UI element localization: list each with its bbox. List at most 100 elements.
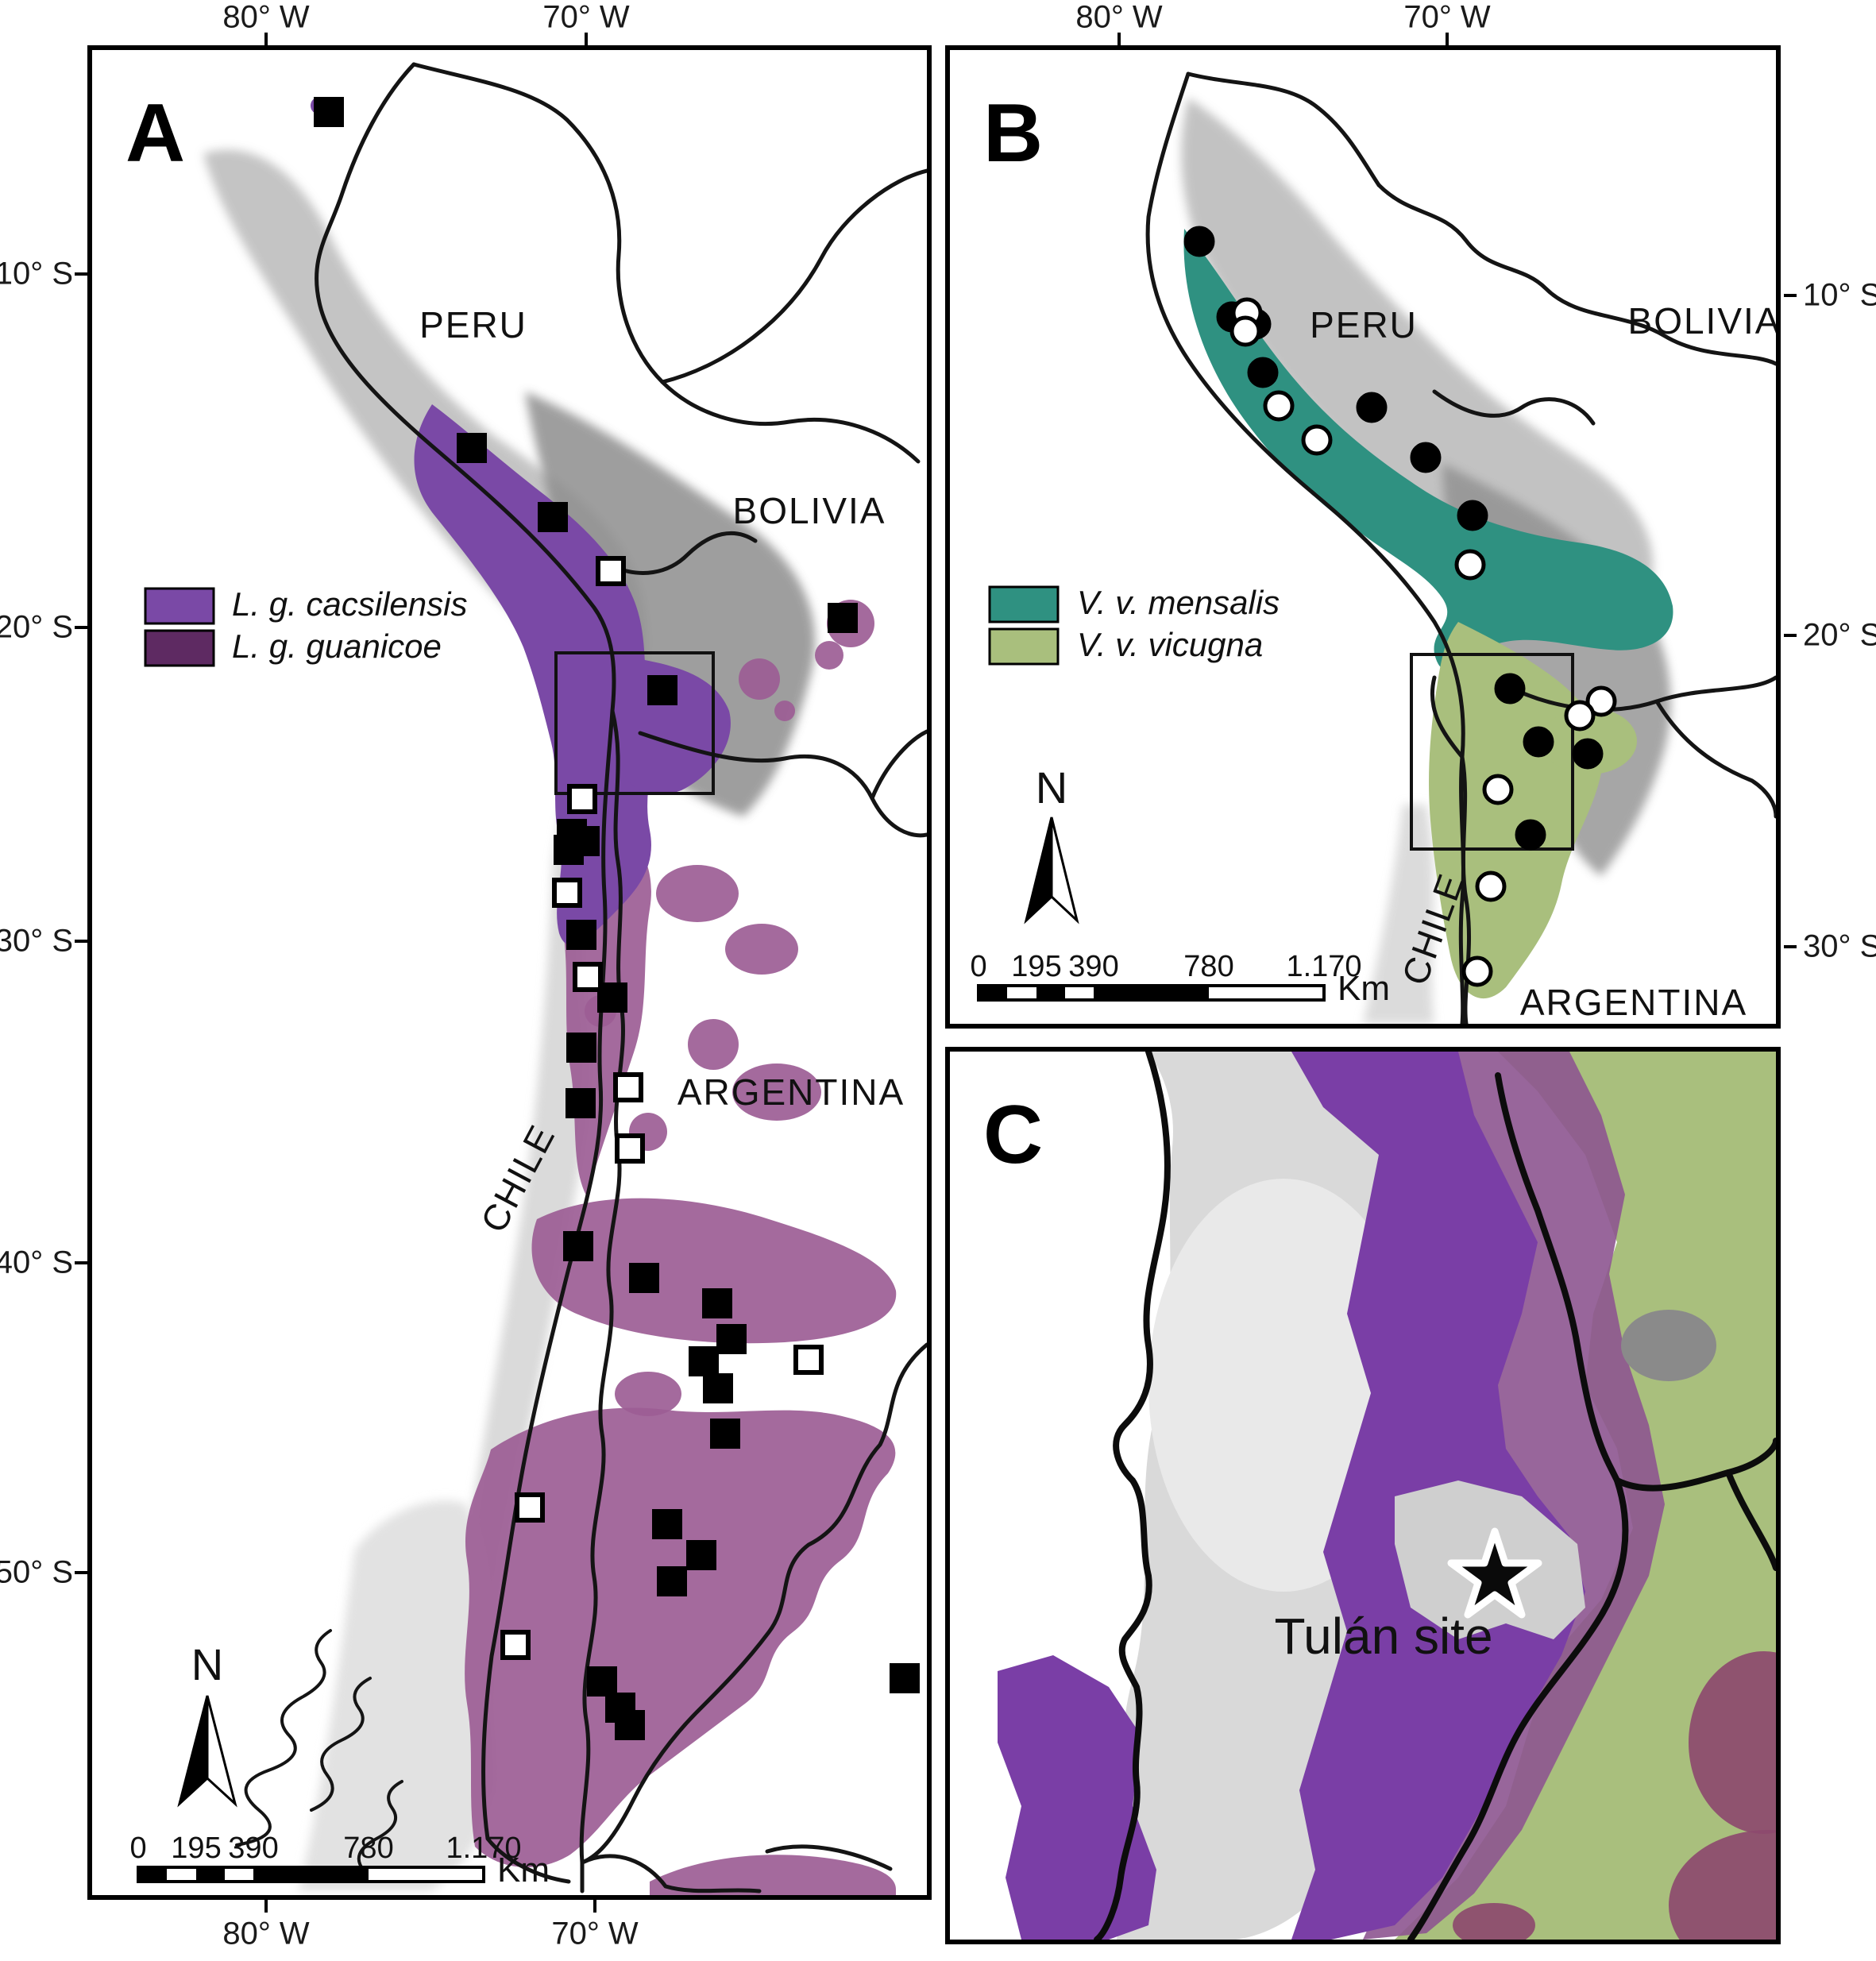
country-borders-b [1145, 71, 1776, 1024]
tick-b-top-80w: 80° W [1075, 0, 1163, 35]
tickmark [1784, 945, 1797, 948]
sample-site-square [793, 1345, 824, 1375]
sample-site-dot [1585, 685, 1617, 717]
sample-site-square [314, 97, 344, 127]
sample-site-dot [1523, 726, 1554, 758]
sample-site-square [563, 1231, 593, 1261]
sample-site-dot [1475, 870, 1507, 902]
north-label-a: N [191, 1639, 223, 1689]
legend-a: L. g. cacsilensis L. g. guanicoe [144, 585, 467, 667]
sample-site-square [554, 835, 584, 865]
sample-site-dot [1410, 442, 1442, 473]
sample-site-square [515, 1492, 545, 1523]
sample-site-dot [1263, 390, 1295, 422]
sample-site-dot [1515, 819, 1546, 851]
sample-site-square [615, 1133, 645, 1164]
scalebar-a-1170: 1.170 [446, 1832, 521, 1865]
scalebar-b-780: 780 [1183, 950, 1233, 983]
sample-site-dot [1494, 673, 1526, 704]
scalebar-b-unit: Km [1338, 969, 1390, 1008]
scalebar-a-390: 390 [228, 1832, 278, 1865]
guanaco-ancient-sample-markers [314, 97, 920, 1740]
legend-swatch-cacsilensis [144, 587, 215, 625]
legend-swatch-vicugna [988, 627, 1060, 666]
tick-a-left-50s: 50° S [0, 1554, 73, 1590]
sample-site-square [596, 556, 626, 586]
sample-site-square [629, 1263, 659, 1293]
legend-b: V. v. mensalis V. v. vicugna [988, 584, 1280, 666]
panel-c-canvas: Tulán site C [983, 1052, 1776, 1940]
tick-a-top-80w: 80° W [222, 0, 310, 35]
sample-site-square [538, 502, 568, 532]
scalebar-a-780: 780 [343, 1832, 393, 1865]
country-borders-c [1094, 1052, 1776, 1940]
sample-site-square [716, 1324, 747, 1354]
sample-site-square [702, 1288, 732, 1318]
tick-b-right-10s: 10° S [1803, 277, 1876, 313]
north-arrow-b: N [1024, 762, 1079, 925]
sample-site-dot [1482, 774, 1514, 805]
sample-site-square [686, 1540, 716, 1570]
legend-swatch-guanicoe [144, 629, 215, 667]
vicugna-white-sample-markers [1229, 297, 1617, 987]
range-guanicoe-overlap-c [1453, 1651, 1776, 1940]
sample-site-square [615, 1710, 645, 1740]
sample-site-square [587, 1666, 617, 1697]
sample-site-dot [1572, 738, 1604, 770]
tickmark [1784, 294, 1797, 297]
label-peru-b: PERU [1310, 304, 1418, 345]
legend-label-mensalis: V. v. mensalis [1077, 584, 1280, 621]
sample-site-dot [1183, 226, 1215, 257]
legend-swatch-mensalis [988, 585, 1060, 623]
sample-site-square [890, 1663, 920, 1693]
scalebar-b-1170: 1.170 [1286, 950, 1361, 983]
tick-b-top-70w: 70° W [1403, 0, 1491, 35]
sample-site-square [567, 784, 597, 814]
scalebar-b-390: 390 [1068, 950, 1118, 983]
panel-a-canvas: A PERU BOLIVIA ARGENTINA CHILE L. g. cac… [125, 62, 927, 1895]
range-cacsilensis-c-southwest [998, 1655, 1156, 1940]
sample-site-dot [1247, 357, 1279, 388]
tickmark [264, 33, 268, 45]
tick-b-right-30s: 30° S [1803, 928, 1876, 964]
sample-site-square [710, 1419, 740, 1449]
panel-c-tulan-inset-map: Tulán site C [945, 1047, 1781, 1944]
north-arrow-a: N [177, 1639, 237, 1808]
tick-a-left-30s: 30° S [0, 923, 73, 959]
tick-a-bottom-70w: 70° W [551, 1916, 639, 1951]
panel-c-letter: C [983, 1089, 1043, 1181]
tickmark [75, 626, 87, 629]
scalebar-a: 0 195 390 780 1.170 Km [129, 1832, 550, 1890]
panel-b-canvas: B PERU BOLIVIA ARGENTINA CHILE V. v. men… [970, 71, 1776, 1024]
label-peru-a: PERU [419, 304, 527, 345]
country-borders-a [235, 62, 927, 1893]
tickmark [75, 1571, 87, 1574]
range-v-v-mensalis [1183, 229, 1673, 670]
sample-site-square [828, 603, 858, 633]
scalebar-a-0: 0 [129, 1832, 146, 1865]
tick-a-left-10s: 10° S [0, 256, 73, 291]
tulan-site-star [1447, 1527, 1542, 1619]
legend-label-cacsilensis: L. g. cacsilensis [232, 585, 467, 623]
tickmark [75, 940, 87, 943]
sample-site-square [613, 1072, 643, 1102]
sample-site-square [689, 1346, 719, 1376]
legend-label-guanicoe: L. g. guanicoe [232, 627, 442, 665]
sample-site-square [500, 1630, 531, 1660]
sample-site-square [566, 920, 596, 950]
sample-site-square [657, 1566, 687, 1596]
tick-a-bottom-80w: 80° W [222, 1916, 310, 1951]
tickmark [1784, 634, 1797, 637]
sample-site-dot [1461, 955, 1493, 987]
panel-a-letter: A [125, 87, 185, 180]
terrain-dark-patch-c [1621, 1310, 1716, 1381]
scalebar-a-unit: Km [497, 1851, 550, 1890]
sample-site-square [566, 1088, 596, 1118]
tick-a-left-20s: 20° S [0, 609, 73, 645]
tickmark [593, 1900, 596, 1913]
sample-site-square [647, 675, 677, 705]
label-bolivia-a: BOLIVIA [733, 490, 886, 531]
sample-site-square [552, 878, 582, 908]
sample-site-square [566, 1033, 596, 1063]
